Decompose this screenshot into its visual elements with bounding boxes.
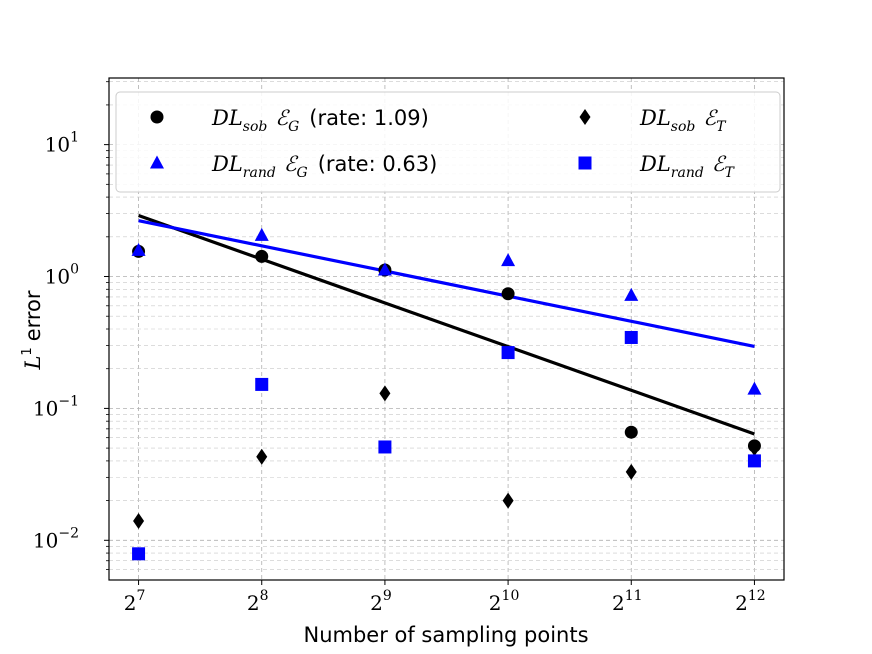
data-point-0 <box>501 287 515 301</box>
data-point-1 <box>747 381 762 395</box>
data-point-1 <box>131 242 146 256</box>
x-tick-base: 2 <box>370 591 383 615</box>
legend-rate: (rate: 1.09) <box>309 106 429 130</box>
x-tick-exp: 7 <box>136 588 145 604</box>
legend-main: DL <box>639 106 671 130</box>
y-tick-label: 101 <box>45 130 79 157</box>
fit-line-0 <box>138 214 755 436</box>
legend-symsub: T <box>725 165 736 181</box>
legend-main: DL <box>211 106 243 130</box>
data-point-3 <box>624 330 638 344</box>
data-point-1 <box>501 253 516 267</box>
legend-main: DL <box>639 152 671 176</box>
legend-sym: ℰ <box>703 106 718 130</box>
x-tick-exp: 11 <box>625 588 643 604</box>
data-point-2 <box>502 492 514 509</box>
legend-sub: rand <box>243 165 276 181</box>
legend-label-3: DLrand ℰT <box>639 152 736 181</box>
data-point-2 <box>379 385 391 402</box>
legend-marker-3 <box>578 156 592 170</box>
legend-rate: (rate: 0.63) <box>318 152 438 176</box>
legend-label-1: DLrand ℰG (rate: 0.63) <box>211 152 437 181</box>
data-point-1 <box>377 262 392 276</box>
y-tick-label: 10−2 <box>33 525 79 552</box>
legend-label-2: DLsob ℰT <box>639 106 727 135</box>
data-point-1 <box>254 227 269 241</box>
data-point-0 <box>255 249 269 263</box>
legend-marker-0 <box>150 110 164 124</box>
legend-label-0: DLsob ℰG (rate: 1.09) <box>211 106 429 135</box>
x-tick-label: 27 <box>124 588 146 615</box>
data-point-3 <box>132 547 146 561</box>
y-axis-label-text: error <box>21 290 45 341</box>
x-tick-exp: 10 <box>502 588 520 604</box>
x-tick-label: 28 <box>247 588 269 615</box>
data-point-0 <box>624 425 638 439</box>
y-tick-exp: −2 <box>58 525 79 541</box>
legend-sym: ℰ <box>712 152 727 176</box>
x-tick-base: 2 <box>124 591 137 615</box>
y-tick-base: 10 <box>33 528 58 552</box>
legend-marker-1 <box>150 155 164 169</box>
y-tick-exp: 0 <box>70 262 79 278</box>
data-point-3 <box>747 454 761 468</box>
y-tick-label: 10−1 <box>33 393 79 420</box>
x-tick-base: 2 <box>247 591 260 615</box>
y-tick-label: 100 <box>45 262 79 289</box>
x-tick-exp: 8 <box>260 588 269 604</box>
data-markers <box>131 227 762 561</box>
data-point-3 <box>501 346 515 360</box>
y-tick-exp: 1 <box>70 130 79 146</box>
fit-line-1 <box>138 219 755 349</box>
y-tick-base: 10 <box>45 133 70 157</box>
legend-sym: ℰ <box>275 106 290 130</box>
data-point-2 <box>625 463 637 480</box>
legend-symsub: G <box>297 165 308 181</box>
y-axis-label: L1 error <box>20 290 45 370</box>
x-tick-base: 2 <box>489 591 502 615</box>
legend-symsub: G <box>288 119 299 135</box>
legend-marker-2 <box>579 109 591 125</box>
data-point-3 <box>255 377 269 391</box>
legend: DLsob ℰG (rate: 1.09)DLrand ℰG (rate: 0.63)D… <box>115 91 781 193</box>
legend-box <box>115 91 781 193</box>
y-tick-base: 10 <box>33 396 58 420</box>
data-point-2 <box>748 440 760 457</box>
data-point-2 <box>133 513 145 530</box>
fit-lines <box>138 214 755 436</box>
legend-symsub: T <box>716 119 727 135</box>
legend-sub: rand <box>671 165 704 181</box>
legend-sub: sob <box>243 119 268 135</box>
x-tick-base: 2 <box>612 591 625 615</box>
y-tick-base: 10 <box>45 265 70 289</box>
x-tick-base: 2 <box>735 591 748 615</box>
data-point-2 <box>256 448 268 465</box>
x-tick-label: 210 <box>489 588 520 615</box>
x-tick-label: 212 <box>735 588 766 615</box>
svg-text:L1error: L1 error <box>20 290 45 370</box>
y-axis-label-sup: 1 <box>20 347 35 355</box>
data-point-1 <box>624 287 639 301</box>
x-tick-label: 29 <box>370 588 392 615</box>
x-tick-exp: 12 <box>748 588 766 604</box>
legend-sub: sob <box>671 119 696 135</box>
x-axis-label: Number of sampling points <box>303 623 588 647</box>
x-tick-exp: 9 <box>383 588 392 604</box>
y-axis-label-math: L <box>21 356 45 371</box>
legend-main: DL <box>211 152 243 176</box>
x-tick-label: 211 <box>612 588 643 615</box>
y-tick-exp: −1 <box>58 393 79 409</box>
data-point-3 <box>378 440 392 454</box>
legend-sym: ℰ <box>284 152 299 176</box>
